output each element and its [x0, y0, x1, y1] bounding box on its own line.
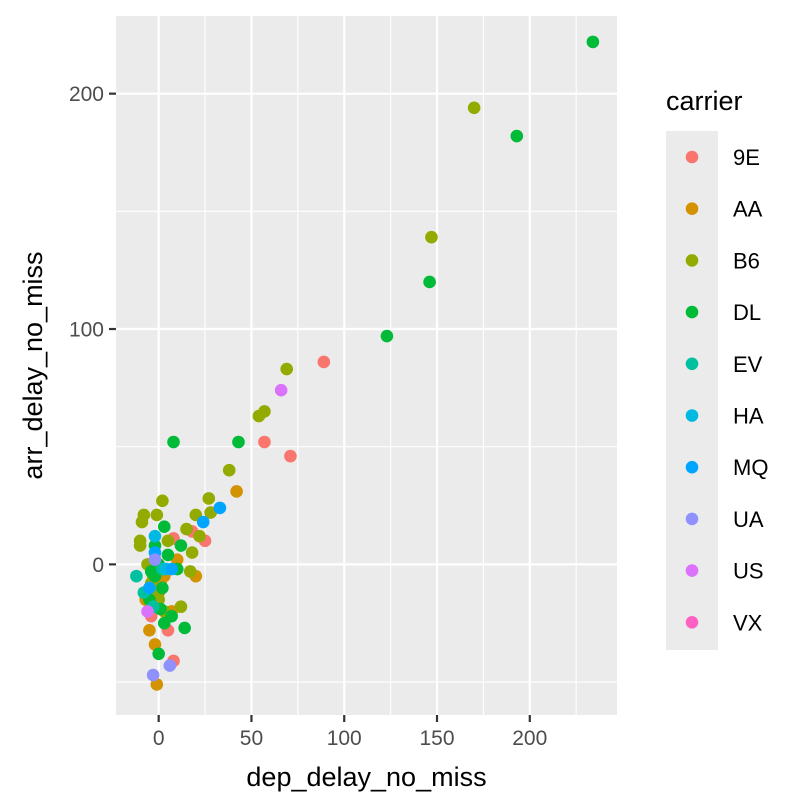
data-point-9e [258, 435, 271, 449]
data-point-dl [157, 520, 171, 534]
data-point-b6 [161, 534, 175, 548]
data-point-dl [152, 647, 165, 661]
x-axis-title: dep_delay_no_miss [246, 762, 486, 792]
data-point-aa [143, 623, 156, 637]
plot-panel [116, 16, 617, 715]
x-tick-label: 150 [419, 727, 454, 750]
x-axis-ticks: 0 50 100 150 200 [153, 715, 547, 750]
data-point-dl [380, 329, 394, 343]
legend-item-ha: HA [685, 404, 764, 429]
legend-key [685, 305, 699, 319]
data-point-9e [317, 355, 331, 369]
legend-key [685, 460, 699, 474]
data-point-b6 [467, 101, 481, 115]
x-tick-label: 100 [327, 727, 362, 750]
data-point-ua [163, 659, 177, 672]
data-point-b6 [150, 508, 164, 522]
x-tick-label: 200 [512, 727, 547, 750]
data-point-b6 [204, 506, 217, 519]
x-tick-label: 50 [240, 727, 263, 750]
data-point-aa [170, 553, 184, 566]
data-point-dl [165, 609, 178, 623]
data-point-b6 [183, 565, 197, 578]
legend-key [685, 150, 699, 164]
legend-label: MQ [733, 455, 768, 480]
y-tick-label: 0 [92, 554, 104, 577]
data-point-dl [156, 581, 169, 595]
data-point-b6 [156, 494, 169, 508]
legend-label: EV [733, 352, 763, 377]
data-point-b6 [133, 539, 147, 552]
data-point-mq [213, 501, 227, 515]
data-point-b6 [174, 600, 188, 614]
data-point-mq [143, 581, 156, 595]
legend-key [685, 512, 699, 526]
data-points [130, 35, 600, 691]
y-axis-ticks: 0 100 200 [69, 83, 116, 577]
data-point-dl [161, 548, 175, 562]
data-point-aa [230, 485, 243, 498]
data-point-dl [167, 435, 180, 449]
data-point-ua [146, 668, 160, 682]
legend-item-aa: AA [685, 197, 763, 222]
legend: 9E AA B6 DL EV HA MQ UA US VX [685, 145, 768, 635]
data-point-ua [148, 553, 162, 566]
data-point-dl [586, 35, 600, 49]
data-point-b6 [185, 546, 199, 559]
legend-item-ua: UA [685, 507, 764, 532]
minor-gridlines [116, 16, 617, 715]
legend-label: B6 [733, 248, 760, 273]
data-point-ha [148, 529, 162, 543]
data-point-dl [174, 539, 188, 552]
legend-key-background [666, 131, 718, 650]
legend-label: AA [733, 197, 763, 222]
data-point-dl [423, 275, 436, 289]
legend-item-b6: B6 [685, 248, 760, 273]
legend-item-us: US [685, 559, 764, 584]
data-point-us [274, 383, 288, 397]
data-point-b6 [425, 230, 438, 244]
x-tick-label: 0 [153, 727, 165, 750]
data-point-us [141, 605, 154, 618]
data-point-b6 [180, 522, 193, 536]
legend-item-vx: VX [685, 610, 763, 635]
data-point-dl [232, 435, 245, 449]
data-point-9e [284, 449, 297, 463]
legend-item-dl: DL [685, 300, 761, 325]
y-tick-label: 200 [69, 83, 104, 106]
legend-key [685, 409, 699, 422]
data-point-dl [510, 129, 524, 143]
data-point-b6 [193, 529, 206, 543]
y-tick-label: 100 [69, 319, 104, 342]
y-axis-title: arr_delay_no_miss [18, 251, 48, 479]
legend-key [685, 564, 699, 577]
major-gridlines [116, 16, 617, 715]
data-point-ev [130, 569, 143, 583]
legend-item-ev: EV [685, 352, 763, 377]
data-point-mq [196, 515, 210, 529]
data-point-dl [178, 621, 191, 635]
data-point-b6 [280, 362, 294, 376]
data-point-b6 [202, 492, 216, 505]
data-point-b6 [252, 409, 266, 423]
legend-title: carrier [666, 86, 743, 116]
data-point-b6 [222, 463, 236, 477]
legend-key [685, 202, 699, 215]
legend-label: DL [733, 300, 761, 325]
data-point-mq [165, 562, 178, 576]
legend-key [685, 254, 699, 267]
data-point-b6 [135, 515, 149, 529]
legend-key [685, 357, 699, 371]
legend-label: HA [733, 404, 764, 429]
legend-label: US [733, 559, 764, 584]
legend-label: VX [733, 610, 763, 635]
legend-label: UA [733, 507, 764, 532]
legend-key [685, 616, 699, 629]
legend-item-mq: MQ [685, 455, 768, 480]
data-point-dl [144, 565, 158, 578]
legend-item-9e: 9E [685, 145, 760, 170]
legend-label: 9E [733, 145, 760, 170]
